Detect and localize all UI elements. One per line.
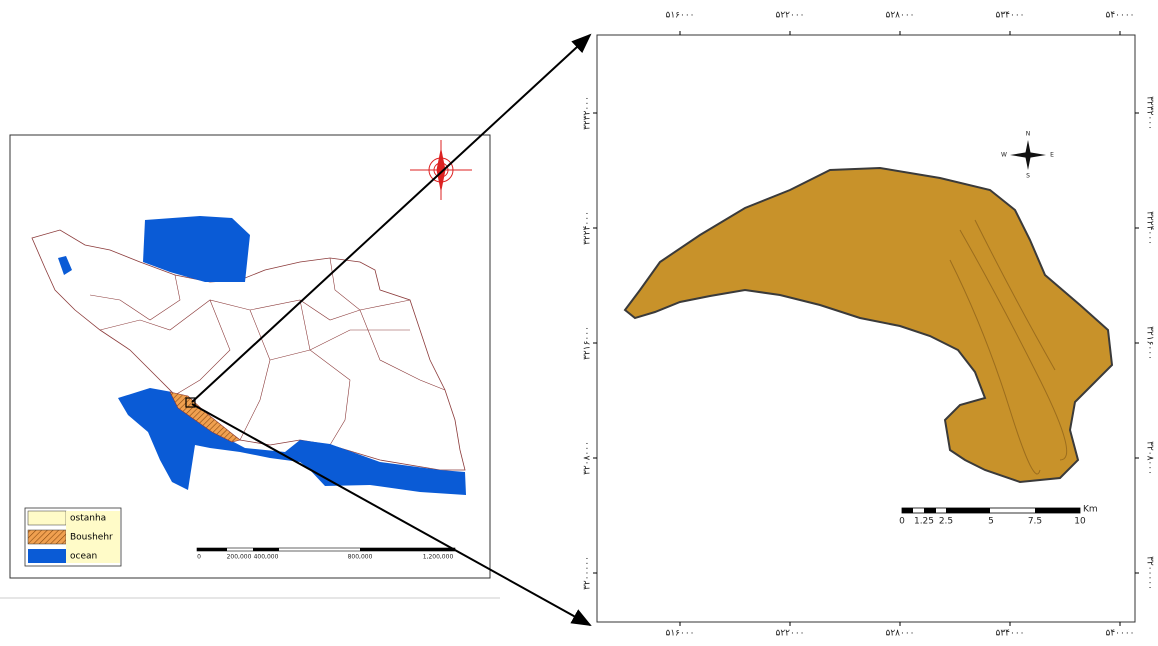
x-tick-label: ۵۱۶۰۰۰ <box>665 629 694 639</box>
province-borders <box>89 274 181 321</box>
compass-label: N <box>1026 131 1031 138</box>
scale-label: 0 <box>197 554 201 561</box>
province-borders <box>299 299 351 446</box>
y-tick-label: ۳۲۰۸۰۰۰ <box>1145 441 1155 475</box>
legend-label: Boushehr <box>70 533 113 543</box>
boushehr-province <box>169 391 241 443</box>
study-area-box <box>185 397 196 408</box>
x-tick-label: ۵۲۲۰۰۰ <box>775 11 804 21</box>
north-arrow: N S E W <box>1001 131 1054 180</box>
scale-label: 400,000 <box>254 554 279 561</box>
x-tick-label: ۵۳۴۰۰۰ <box>995 629 1024 639</box>
legend-swatch <box>28 549 66 563</box>
caspian-sea <box>143 216 250 282</box>
legend-swatch <box>27 510 67 526</box>
zoom-arrow <box>191 403 592 626</box>
x-tick-label: ۵۱۶۰۰۰ <box>665 11 694 21</box>
scale-unit: Km <box>1083 505 1098 515</box>
scale-label: 1.25 <box>914 517 934 527</box>
x-tick-label: ۵۲۸۰۰۰ <box>885 11 914 21</box>
scale-label: 5 <box>988 517 994 527</box>
compass-label: S <box>1026 173 1030 180</box>
zoom-arrow <box>191 33 592 403</box>
lake-urmia <box>58 256 72 275</box>
x-tick-label: ۵۲۸۰۰۰ <box>885 629 914 639</box>
y-tick-label: ۳۲۱۶۰۰۰ <box>1145 326 1155 360</box>
y-tick-label: ۳۲۰۰۰۰۰ <box>583 556 593 590</box>
overview-map: ostanha Boushehr ocean 0 200,000 400,000… <box>0 134 500 599</box>
y-tick-label: ۳۲۱۶۰۰۰ <box>583 326 593 360</box>
y-tick-label: ۳۲۳۲۰۰۰ <box>1145 96 1155 130</box>
scale-label: 1,200,000 <box>423 554 454 561</box>
legend-label: ostanha <box>70 514 106 524</box>
compass-label: W <box>1001 152 1007 159</box>
x-tick-label: ۵۴۰۰۰۰ <box>1105 11 1134 21</box>
province-borders <box>269 329 410 361</box>
legend-swatch <box>27 529 67 545</box>
province-borders <box>239 309 271 441</box>
y-tick-label: ۳۲۲۴۰۰۰ <box>1145 211 1155 245</box>
y-tick-label: ۳۲۳۲۰۰۰ <box>583 96 593 130</box>
coordinate-ticks: ۵۱۶۰۰۰ ۵۱۶۰۰۰ ۵۲۲۰۰۰ ۵۲۲۰۰۰ ۵۲۸۰۰۰ ۵۲۸۰۰۰ ۵۳۴۰… <box>583 11 1155 639</box>
km-scale-bar: 0 1.25 2.5 5 7.5 10 Km <box>899 505 1098 527</box>
scale-label: 7.5 <box>1028 517 1042 527</box>
scale-label: 2.5 <box>939 517 953 527</box>
detail-map: N S E W 0 1.25 2.5 5 7.5 10 Km ۵۱۶۰۰۰۵۱۶… <box>583 11 1155 639</box>
y-tick-label: ۳۲۰۸۰۰۰ <box>583 441 593 475</box>
study-area <box>623 166 1114 484</box>
y-tick-label: ۳۲۲۴۰۰۰ <box>583 211 593 245</box>
x-tick-label: ۵۳۴۰۰۰ <box>995 11 1024 21</box>
x-tick-label: ۵۲۲۰۰۰ <box>775 629 804 639</box>
compass-rose <box>410 140 472 200</box>
x-tick-label: ۵۴۰۰۰۰ <box>1105 629 1134 639</box>
relief <box>949 219 1068 475</box>
scale-label: 10 <box>1074 517 1086 527</box>
persian-gulf <box>118 388 466 495</box>
compass-label: E <box>1050 152 1054 159</box>
y-tick-label: ۳۲۰۰۰۰۰ <box>1145 556 1155 590</box>
province-borders <box>174 299 231 396</box>
legend: ostanha Boushehr ocean <box>24 507 122 567</box>
legend-label: ocean <box>70 552 97 562</box>
scale-label: 800,000 <box>348 554 373 561</box>
scale-label: 200,000 <box>227 554 252 561</box>
scale-label: 0 <box>899 517 905 527</box>
province-borders <box>329 257 446 391</box>
